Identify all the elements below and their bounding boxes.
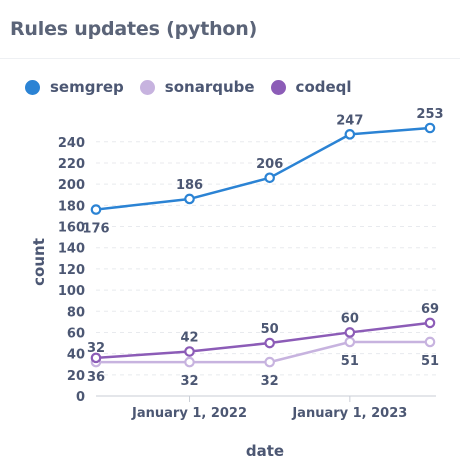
chart-title[interactable]: Rules updates (python) (10, 18, 258, 40)
semgrep-data-label-0: 176 (82, 222, 109, 237)
gridlines (96, 141, 436, 376)
sonarqube-point-4 (424, 336, 436, 348)
y-tick-label-240: 240 (58, 136, 85, 151)
semgrep-point-2 (264, 172, 275, 184)
semgrep-point-1 (184, 193, 195, 205)
y-tick-label-220: 220 (58, 157, 85, 172)
sonarqube-point-2 (264, 356, 275, 368)
sonarqube-point-1 (184, 356, 195, 368)
semgrep-data-label-3: 247 (336, 113, 363, 128)
y-tick-label-0: 0 (76, 390, 85, 405)
codeql-data-label-4: 69 (421, 302, 439, 317)
sonarqube-data-label-1: 32 (180, 374, 198, 389)
codeql-data-label-2: 50 (261, 322, 279, 337)
axes: 0 20 40 60 80 100 120 140 160 180 200 220 240 January… (58, 136, 436, 421)
data-labels: 176 186 206 247 253 32 32 32 51 51 36 42 50 60 69 (82, 107, 443, 389)
codeql-point-1 (184, 346, 195, 357)
y-tick-label-120: 120 (58, 263, 85, 278)
legend: semgrep sonarqube codeql (25, 78, 352, 96)
series-points (90, 122, 436, 368)
codeql-data-label-3: 60 (341, 311, 359, 326)
sonarqube-data-label-3: 51 (341, 354, 359, 369)
y-tick-label-160: 160 (58, 221, 85, 236)
semgrep-point-3 (344, 129, 356, 140)
card-header: Rules updates (python) (0, 0, 460, 59)
y-tick-label-180: 180 (58, 199, 85, 214)
legend-label-sonarqube: sonarqube (164, 78, 255, 96)
x-tick-label-0: January 1, 2022 (131, 406, 247, 421)
codeql-data-label-0: 36 (87, 370, 105, 385)
sonarqube-data-label-2: 32 (261, 374, 279, 389)
semgrep-data-label-1: 186 (176, 178, 203, 193)
y-axis-title: count (30, 238, 48, 286)
x-axis-title: date (246, 442, 284, 460)
codeql-point-3 (344, 327, 356, 338)
semgrep-point-4 (424, 122, 436, 134)
y-tick-label-200: 200 (58, 178, 85, 193)
semgrep-data-label-4: 253 (416, 107, 443, 122)
x-tick-label-1: January 1, 2023 (291, 406, 407, 421)
codeql-point-2 (264, 337, 275, 349)
y-tick-label-40: 40 (67, 348, 85, 363)
y-tick-label-140: 140 (58, 242, 85, 257)
legend-dot-sonarqube (139, 79, 155, 95)
codeql-data-label-1: 42 (180, 331, 198, 346)
codeql-point-0 (90, 352, 102, 364)
legend-dot-semgrep (25, 79, 40, 95)
semgrep-data-label-2: 206 (256, 157, 283, 172)
y-tick-label-20: 20 (67, 369, 85, 384)
y-tick-label-100: 100 (58, 284, 85, 299)
y-tick-label-80: 80 (67, 305, 85, 320)
legend-item-codeql[interactable]: codeql (270, 78, 352, 96)
legend-item-semgrep[interactable]: semgrep (25, 78, 124, 96)
sonarqube-point-3 (344, 336, 356, 348)
codeql-point-4 (424, 317, 436, 329)
legend-item-sonarqube[interactable]: sonarqube (139, 78, 255, 96)
legend-label-codeql: codeql (295, 78, 352, 96)
legend-dot-codeql (270, 79, 286, 95)
sonarqube-data-label-4: 51 (421, 354, 439, 369)
y-tick-label-60: 60 (67, 326, 85, 341)
sonarqube-data-label-0: 32 (87, 341, 105, 356)
semgrep-point-0 (90, 204, 102, 215)
legend-label-semgrep: semgrep (50, 78, 124, 96)
